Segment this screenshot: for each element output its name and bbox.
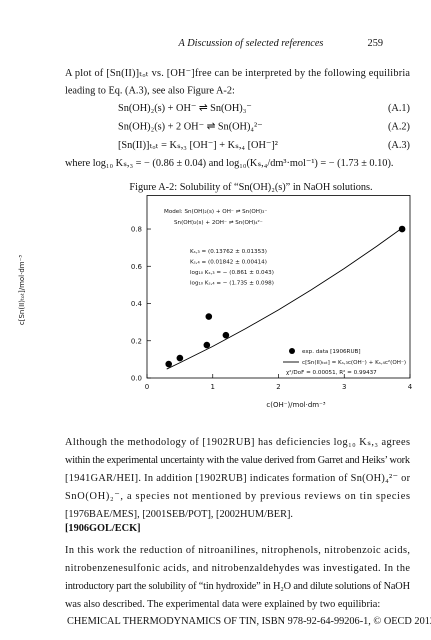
parameter-text: Kₛ,₃ = (0.13762 ± 0.01353) xyxy=(190,249,267,255)
x-tick-label: 3 xyxy=(342,383,346,391)
equation: Sn(OH)₂(s) + OH⁻ ⇌ Sn(OH)₃⁻ xyxy=(118,103,252,114)
model-text: Sn(OH)₂(s) + 2OH⁻ ⇌ Sn(OH)₄²⁻ xyxy=(174,219,263,226)
x-tick-label: 0 xyxy=(145,383,149,391)
equation-label: (A.2) xyxy=(388,122,410,133)
equation: [Sn(II)]ₜₒₜ = Kₛ,₃ [OH⁻] + Kₛ,₄ [OH⁻]² xyxy=(118,140,278,151)
legend-marker xyxy=(289,348,295,354)
y-tick-label: 0.6 xyxy=(131,263,143,271)
fit-stats: χ²/DoF = 0.00051, R² = 0.99437 xyxy=(286,369,377,376)
y-tick-label: 0.0 xyxy=(131,375,142,383)
page-number: 259 xyxy=(368,38,383,49)
parameter-text: log₁₀ Kₛ,₄ = − (1.735 ± 0.098) xyxy=(190,281,274,287)
section-heading: [1906GOL/ECK] xyxy=(65,523,141,534)
legend-label: exp. data [1906RUB] xyxy=(302,349,361,355)
data-point xyxy=(165,360,172,368)
text-line: leading to Eq. (A.3), see also Figure A-… xyxy=(65,86,235,97)
equation: Sn(OH)₂(s) + 2 OH⁻ ⇌ Sn(OH)₄²⁻ xyxy=(118,122,263,133)
text-line: A plot of [Sn(II)]ₜₒₜ vs. [OH⁻]free can … xyxy=(65,68,410,79)
text-line: within the experimental uncertainty with… xyxy=(65,455,411,466)
text-line: Although the methodology of [1902RUB] ha… xyxy=(65,437,410,448)
footer: CHEMICAL THERMODYNAMICS OF TIN, ISBN 978… xyxy=(67,616,431,627)
legend-label: c[Sn(II)ₜₒₜ] = Kₛ,₃c(OH⁻) + Kₛ,₄c²(OH⁻) xyxy=(302,359,406,366)
equation-label: (A.1) xyxy=(388,103,410,114)
text-line: nitrobenzenesulfonic acids, and nitroben… xyxy=(65,563,410,574)
equation-label: (A.3) xyxy=(388,140,410,151)
model-text: Model: Sn(OH)₂(s) + OH⁻ ⇌ Sn(OH)₃⁻ xyxy=(164,209,267,215)
data-point xyxy=(222,331,230,339)
x-tick-label: 2 xyxy=(276,383,280,391)
parameter-text: log₁₀ Kₛ,₃ = − (0.861 ± 0.043) xyxy=(190,270,274,276)
x-tick-label: 4 xyxy=(408,383,413,391)
x-axis-title: c(OH⁻)/mol·dm⁻³ xyxy=(266,401,325,409)
figure-caption: Figure A-2: Solubility of “Sn(OH)₂(s)” i… xyxy=(129,182,372,193)
x-tick-label: 1 xyxy=(211,383,215,391)
text-line: In this work the reduction of nitroanili… xyxy=(65,545,410,556)
y-tick-label: 0.2 xyxy=(131,337,142,345)
data-point xyxy=(398,225,406,233)
y-tick-label: 0.4 xyxy=(131,300,143,308)
y-tick-label: 0.8 xyxy=(131,226,142,234)
where-line: where log₁₀ Kₛ,₃ = − (0.86 ± 0.04) and l… xyxy=(65,158,393,169)
data-point xyxy=(176,354,184,362)
text-line: SnO(OH)₂⁻, a species not mentioned by pr… xyxy=(65,491,410,502)
parameter-text: Kₛ,₄ = (0.01842 ± 0.00414) xyxy=(190,260,267,266)
fit-curve xyxy=(166,226,404,370)
running-header: A Discussion of selected references xyxy=(178,38,324,49)
data-point xyxy=(203,341,211,349)
text-line: [1976BAE/MES], [2001SEB/POT], [2002HUM/B… xyxy=(65,509,293,520)
text-line: [1941GAR/HEI]. In addition [1902RUB] ind… xyxy=(65,473,411,484)
y-axis-title: c[Sn(II)ₜₒₜ]/mol·dm⁻³ xyxy=(18,255,26,325)
text-line: was also described. The experimental dat… xyxy=(65,599,380,610)
data-point xyxy=(205,313,213,320)
text-line: introductory part the solubility of “tin… xyxy=(65,581,411,592)
